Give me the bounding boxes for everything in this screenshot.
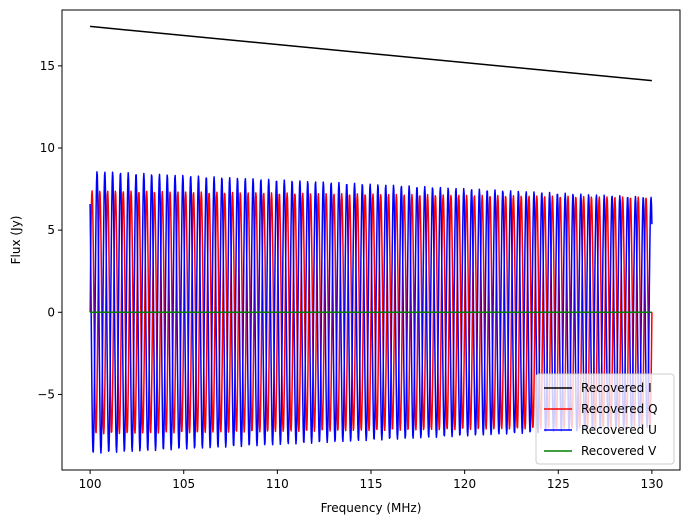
x-tick-label: 130 — [640, 477, 663, 491]
x-axis-label: Frequency (MHz) — [321, 501, 422, 515]
x-tick-label: 115 — [360, 477, 383, 491]
axis-ticks: 100 105 110 115 120 125 130 −5 0 5 10 15 — [37, 59, 663, 491]
y-tick-label: 15 — [40, 59, 55, 73]
legend: Recovered I Recovered Q Recovered U Recover… — [535, 373, 675, 465]
legend-label: Recovered Q — [581, 402, 658, 416]
legend-label: Recovered U — [581, 423, 657, 437]
series-line-recovered-u — [89, 171, 653, 454]
y-tick-label: 0 — [47, 305, 55, 319]
x-tick-label: 105 — [172, 477, 195, 491]
x-tick-label: 100 — [79, 477, 102, 491]
x-tick-label: 120 — [453, 477, 476, 491]
legend-box — [535, 373, 675, 465]
y-axis-label: Flux (Jy) — [9, 216, 23, 265]
x-tick-label: 125 — [547, 477, 570, 491]
x-tick-label: 110 — [266, 477, 289, 491]
y-tick-label: 10 — [40, 141, 55, 155]
series-line-recovered-i — [90, 25, 652, 82]
legend-label: Recovered V — [581, 444, 657, 458]
y-tick-label: 5 — [47, 223, 55, 237]
y-tick-label: −5 — [37, 387, 55, 401]
legend-label: Recovered I — [581, 381, 652, 395]
plot-lines — [89, 25, 653, 454]
